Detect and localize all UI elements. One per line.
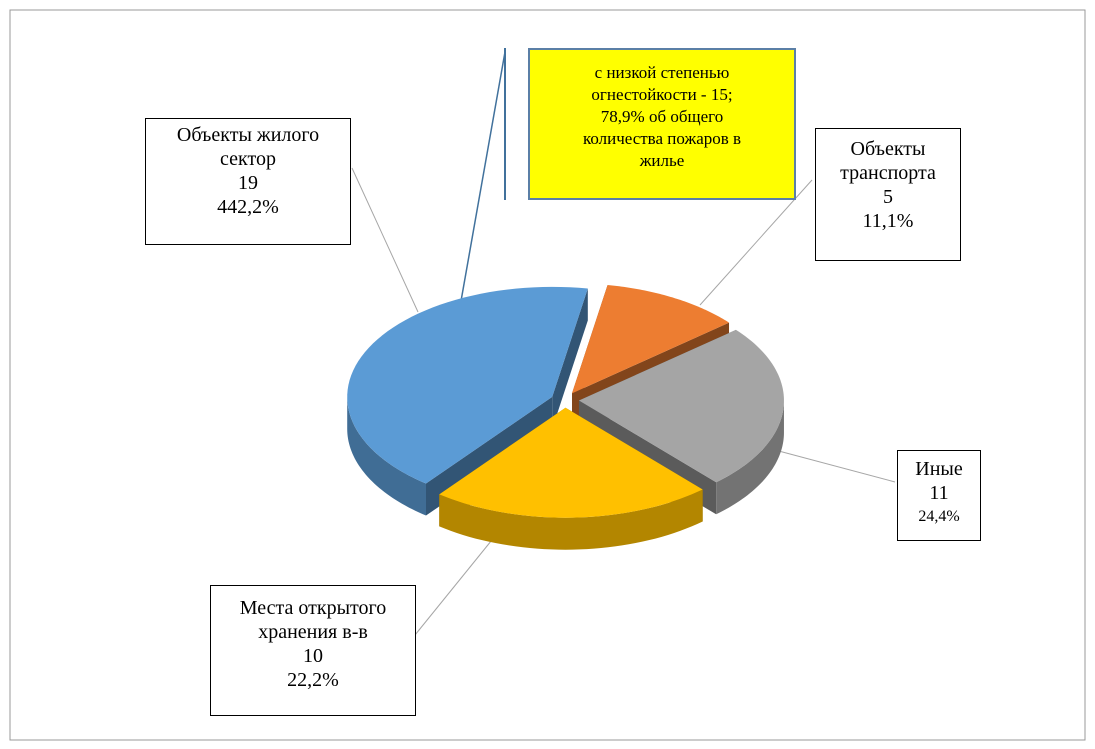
slice-wall [347, 396, 426, 516]
data-label: Иные 11 24,4% [897, 450, 981, 541]
slice [347, 286, 588, 484]
pie [347, 285, 784, 550]
slice [439, 407, 703, 518]
data-label: Места открытого хранения в-в 10 22,2% [210, 585, 416, 716]
annotation-line: 78,9% об общего [600, 107, 724, 126]
annotation-line: с низкой степенью [594, 63, 730, 82]
annotation-leader [454, 51, 506, 336]
slice-side [552, 288, 588, 429]
label-name: Объекты транспорта [840, 138, 936, 184]
label-value: 10 [303, 645, 323, 667]
annotation-line: количества пожаров в [582, 129, 742, 148]
leader-line [774, 449, 896, 483]
annotation: с низкой степенью огнестойкости - 15; 78,9… [528, 48, 796, 200]
leader-line [699, 179, 813, 306]
slice-wall [716, 400, 784, 515]
label-value: 11 [929, 482, 949, 504]
label-value: 5 [883, 186, 893, 208]
slice [572, 285, 730, 394]
annotation-line: жилье [639, 151, 685, 170]
label-percent: 22,2% [287, 669, 339, 691]
label-value: 19 [238, 172, 258, 194]
label-percent: 11,1% [862, 210, 914, 232]
annotation-line: огнестойкости - 15; [591, 85, 733, 104]
data-label: Объекты транспорта 5 11,1% [815, 128, 961, 261]
leader-line [351, 167, 419, 313]
label-name: Объекты жилого сектор [176, 124, 320, 170]
label-percent: 442,2% [217, 196, 279, 218]
leader-line [414, 529, 501, 636]
frame [9, 9, 1086, 741]
label-percent: 24,4% [918, 508, 960, 525]
data-label: Объекты жилого сектор 19 442,2% [145, 118, 351, 245]
slice-wall [439, 489, 703, 550]
label-name: Иные [915, 458, 963, 480]
label-name: Места открытого хранения в-в [239, 597, 387, 643]
slice [578, 329, 784, 483]
